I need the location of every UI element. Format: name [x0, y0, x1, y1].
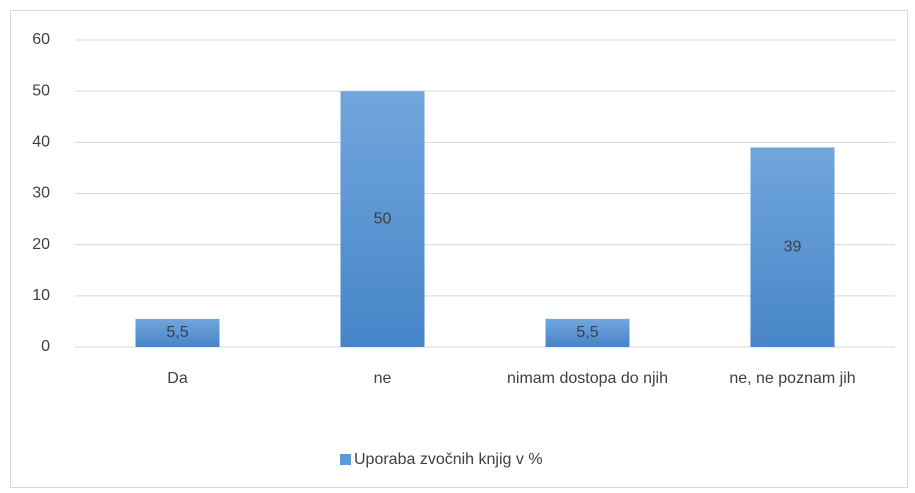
y-tick-label: 50: [32, 82, 50, 99]
data-label: 39: [784, 238, 802, 255]
legend-swatch: [340, 454, 351, 465]
data-label: 50: [374, 210, 392, 227]
bar: [545, 318, 630, 347]
bar: [340, 91, 425, 348]
y-tick-label: 60: [32, 31, 50, 48]
bar: [750, 147, 835, 347]
bar: [135, 318, 220, 347]
y-tick-label: 30: [32, 185, 50, 202]
legend-label: Uporaba zvočnih knjig v %: [354, 451, 543, 468]
x-tick-label: nimam dostopa do njih: [507, 370, 668, 387]
data-label: 5,5: [166, 324, 188, 341]
y-tick-label: 0: [41, 338, 50, 355]
y-tick-label: 10: [32, 287, 50, 304]
x-tick-label: ne, ne poznam jih: [729, 370, 856, 387]
data-label: 5,5: [576, 324, 598, 341]
x-tick-label: ne: [373, 370, 392, 387]
y-tick-label: 20: [32, 236, 50, 253]
x-tick-label: Da: [167, 370, 188, 387]
y-tick-label: 40: [32, 134, 50, 151]
